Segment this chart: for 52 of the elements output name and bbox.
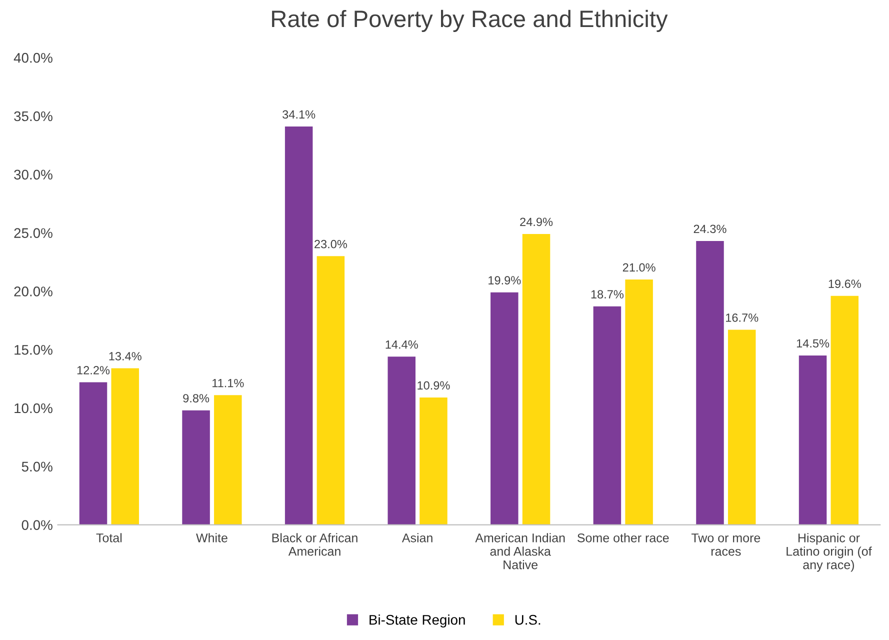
x-tick-label: Hispanic or Latino origin (of any race) (786, 533, 872, 572)
y-tick-label: 10.0% (14, 403, 52, 414)
bar (79, 382, 108, 525)
bar (388, 356, 416, 525)
y-tick-label: 5.0% (22, 462, 52, 472)
x-tick-label: Total (96, 533, 122, 542)
y-tick-label: 0.0% (22, 520, 52, 530)
x-tick-label: Black or African American (272, 533, 358, 556)
bar (830, 296, 859, 525)
data-label: 19.6% (828, 280, 861, 288)
legend-label: Bi-State Region (370, 614, 465, 628)
data-label: 14.4% (386, 340, 418, 349)
legend-label: U.S. (515, 614, 540, 625)
data-label: 24.9% (520, 218, 553, 226)
bar (696, 240, 724, 525)
chart-title: Rate of Poverty by Race and Ethnicity (272, 10, 668, 32)
bar (284, 126, 313, 525)
bar (111, 368, 139, 525)
x-tick-label: White (196, 533, 228, 542)
y-tick-label: 35.0% (14, 111, 52, 122)
bar (522, 234, 550, 525)
data-label: 24.3% (694, 224, 726, 234)
bar (728, 330, 756, 525)
bar (593, 306, 622, 525)
data-label: 34.1% (282, 110, 316, 119)
x-tick-label: Asian (402, 533, 432, 542)
x-tick-label: Two or more races (691, 534, 760, 556)
y-tick-label: 30.0% (14, 170, 52, 180)
bar (625, 280, 653, 525)
x-tick-label: American Indian and Alaska Native (475, 533, 565, 570)
y-tick-label: 15.0% (14, 344, 52, 355)
data-label: 10.9% (418, 381, 450, 390)
y-tick-label: 25.0% (14, 228, 52, 238)
data-label: 19.9% (488, 276, 521, 284)
data-label: 9.8% (183, 394, 210, 402)
x-tick-label: Some other race (578, 533, 669, 542)
data-label: 12.2% (77, 366, 110, 374)
data-label: 23.0% (314, 240, 348, 248)
data-label: 18.7% (591, 290, 624, 298)
data-label: 13.4% (109, 352, 142, 360)
y-tick-label: 20.0% (14, 286, 52, 296)
data-label: 11.1% (212, 378, 244, 388)
bar (420, 397, 448, 525)
bar (182, 410, 210, 525)
bar (798, 355, 827, 525)
data-label: 21.0% (622, 263, 656, 272)
bar (316, 256, 345, 525)
bar (490, 292, 518, 525)
bar (214, 395, 242, 525)
y-tick-label: 40.0% (14, 52, 52, 63)
data-label: 14.5% (796, 339, 830, 348)
data-label: 16.7% (726, 313, 758, 322)
